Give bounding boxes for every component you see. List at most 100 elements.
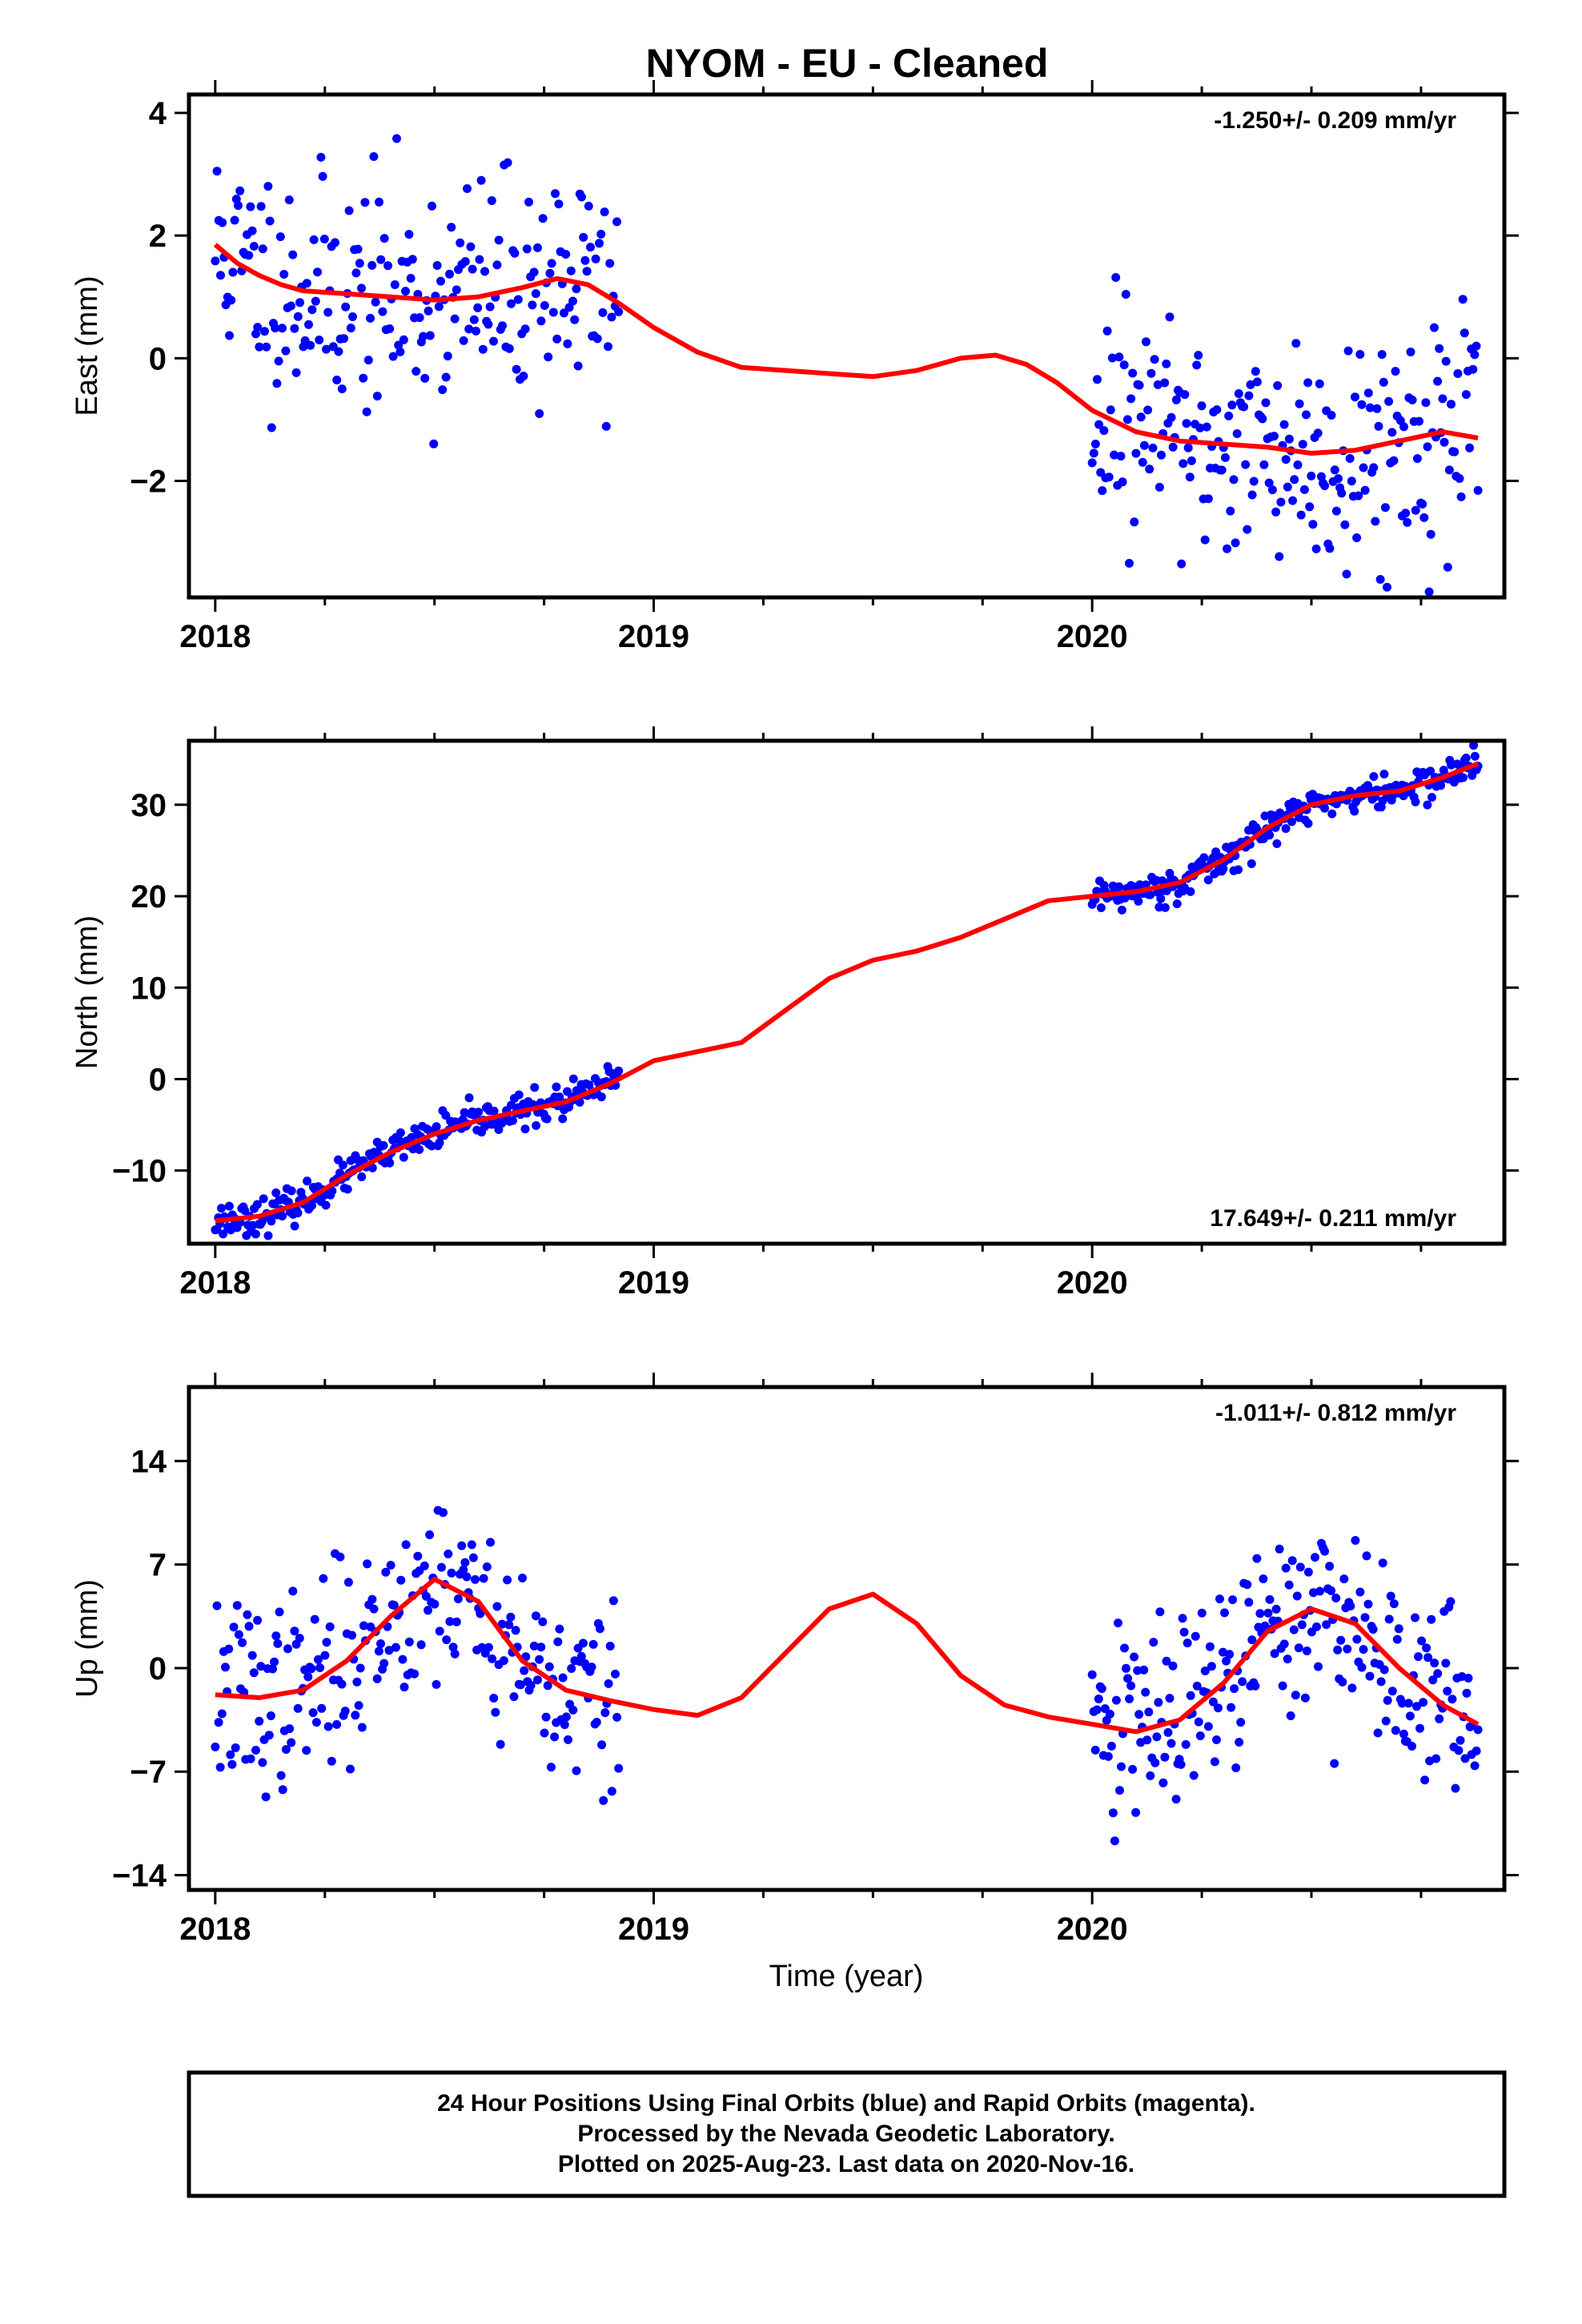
observation-point: [216, 271, 225, 280]
plot-area: [211, 134, 1483, 597]
observation-point: [420, 1561, 429, 1570]
observation-point: [434, 302, 444, 312]
observation-point: [1097, 1684, 1106, 1693]
observation-point: [1444, 465, 1454, 475]
observation-point: [231, 1743, 240, 1752]
observation-point: [1456, 1735, 1465, 1745]
observation-point: [1117, 1762, 1126, 1771]
observation-point: [1286, 1711, 1295, 1720]
observation-point: [272, 379, 282, 388]
observation-point: [1423, 1653, 1433, 1663]
observation-point: [367, 260, 377, 270]
observation-point: [468, 1553, 478, 1562]
observation-point: [1376, 1677, 1386, 1687]
observation-point: [487, 196, 496, 205]
observation-point: [246, 1754, 255, 1763]
observation-point: [319, 235, 329, 243]
observation-point: [261, 1792, 271, 1802]
observation-point: [249, 242, 259, 251]
observation-point: [307, 305, 317, 315]
observation-point: [379, 1140, 388, 1150]
observation-point: [1281, 1563, 1291, 1573]
observation-point: [1288, 496, 1298, 505]
observation-point: [400, 1683, 409, 1692]
observation-point: [506, 1612, 516, 1622]
observation-point: [1383, 582, 1391, 592]
observation-point: [543, 1681, 552, 1691]
observation-point: [1351, 1536, 1360, 1545]
observation-point: [396, 1575, 406, 1585]
observation-point: [1265, 1594, 1275, 1604]
observation-point: [1389, 1599, 1399, 1609]
observation-point: [1212, 405, 1222, 415]
observation-point: [435, 1626, 444, 1636]
observation-point: [1330, 1759, 1339, 1768]
observation-point: [1271, 507, 1281, 517]
observation-point: [484, 1642, 493, 1652]
y-tick-label: 0: [149, 1062, 167, 1097]
y-tick-label: −7: [130, 1755, 167, 1790]
observation-point: [1125, 558, 1134, 568]
observation-point: [357, 1172, 367, 1181]
observation-point: [1303, 378, 1313, 388]
observation-point: [509, 1692, 519, 1702]
observation-point: [588, 1639, 598, 1649]
observation-point: [1454, 1746, 1464, 1755]
model-curve: [215, 1577, 1480, 1735]
observation-point: [421, 1591, 431, 1601]
observation-point: [1411, 797, 1420, 806]
observation-point: [1239, 402, 1249, 412]
observation-point: [1160, 1752, 1170, 1762]
observation-point: [516, 1680, 525, 1690]
observation-point: [1142, 1735, 1152, 1745]
observation-point: [1118, 477, 1127, 487]
observation-point: [547, 259, 556, 268]
observation-point: [355, 259, 364, 268]
observation-point: [291, 368, 301, 377]
observation-point: [1287, 1556, 1297, 1566]
observation-point: [1122, 415, 1132, 424]
x-tick-label: 2020: [1057, 1912, 1128, 1947]
observation-point: [279, 270, 289, 279]
observation-point: [435, 1138, 444, 1148]
observation-point: [551, 189, 560, 199]
velocity-label: -1.250+/- 0.209 mm/yr: [1214, 107, 1456, 134]
observation-point: [1115, 1786, 1124, 1795]
observation-point: [1139, 1665, 1149, 1675]
observation-point: [322, 344, 331, 354]
observation-point: [582, 267, 592, 276]
observation-point: [1215, 1594, 1224, 1604]
observation-point: [529, 267, 539, 277]
observation-point: [1378, 1558, 1387, 1568]
y-axis-label: East (mm): [70, 275, 104, 416]
observation-point: [406, 274, 416, 283]
observation-point: [611, 1669, 620, 1679]
observation-point: [444, 1549, 453, 1558]
observation-point: [533, 1675, 542, 1685]
observation-point: [311, 1718, 321, 1727]
observation-point: [599, 1795, 608, 1805]
observation-point: [579, 232, 588, 242]
observation-point: [552, 334, 562, 344]
observation-point: [608, 1596, 618, 1606]
observation-point: [474, 1108, 484, 1117]
observation-point: [363, 1559, 372, 1569]
observation-point: [1438, 394, 1447, 404]
observation-point: [374, 1647, 383, 1656]
observation-point: [520, 324, 530, 334]
observation-point: [325, 1622, 335, 1631]
observation-point: [1387, 428, 1397, 437]
observation-point: [1146, 1771, 1155, 1780]
observation-point: [385, 324, 395, 333]
observation-point: [1217, 465, 1227, 475]
observation-point: [447, 1568, 456, 1578]
observation-point: [1145, 464, 1154, 474]
observation-point: [1203, 1722, 1213, 1731]
x-tick-label: 2020: [1057, 1265, 1128, 1301]
observation-point: [258, 244, 267, 254]
observation-point: [592, 1718, 601, 1727]
observation-point: [1189, 1771, 1199, 1780]
observation-point: [1368, 1625, 1378, 1634]
figure-title: NYOM - EU - Cleaned: [646, 41, 1049, 86]
